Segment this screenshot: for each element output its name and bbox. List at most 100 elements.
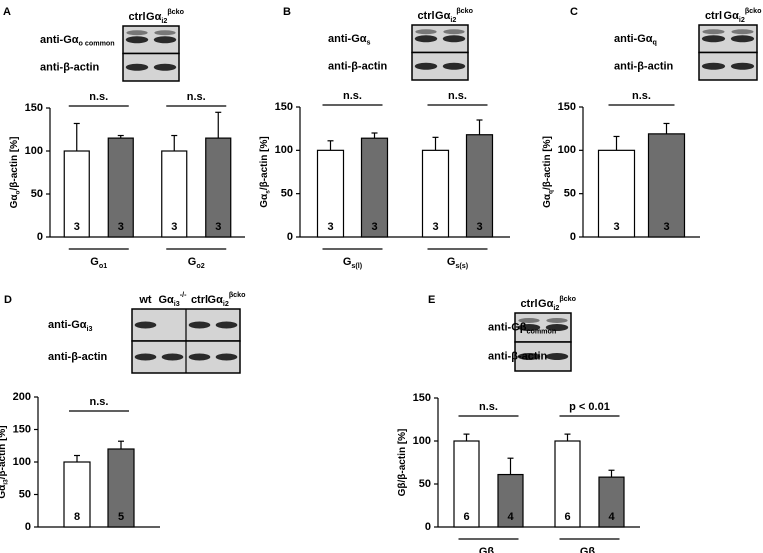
y-tick-label: 150 bbox=[558, 101, 576, 113]
group-label: Gβ1 bbox=[479, 546, 498, 553]
blot-row-label: anti-β-actin bbox=[488, 350, 548, 362]
n-label: 3 bbox=[74, 221, 80, 233]
significance-label: n.s. bbox=[89, 91, 108, 103]
blot-band bbox=[134, 321, 157, 329]
text-part: βcko bbox=[167, 8, 184, 16]
blot-row-label: anti-Gαi3 bbox=[48, 319, 93, 333]
text-part: q bbox=[653, 38, 657, 46]
text-part: ctrl bbox=[191, 294, 208, 306]
n-label: 3 bbox=[327, 221, 333, 233]
text-part: s bbox=[264, 190, 271, 194]
bar bbox=[63, 150, 90, 238]
y-axis-label: Gαo/β-actin [%] bbox=[9, 137, 22, 209]
text-part: anti-Gα bbox=[48, 319, 87, 331]
text-part: common bbox=[527, 327, 557, 335]
blot-band bbox=[125, 36, 149, 44]
group-label: Go2 bbox=[188, 256, 205, 270]
text-part: anti-Gα bbox=[328, 33, 367, 45]
blot-lane-label: Gαi2βcko bbox=[724, 7, 763, 24]
blot-band bbox=[414, 35, 438, 43]
blot-lane-label: ctrl bbox=[417, 10, 434, 22]
y-tick-label: 100 bbox=[413, 435, 431, 447]
text-part: ctrl bbox=[520, 298, 537, 310]
blot-band bbox=[215, 353, 238, 361]
bar bbox=[107, 137, 134, 238]
blot-band bbox=[730, 35, 755, 43]
text-part: βcko bbox=[559, 295, 576, 303]
group-label: Gβ2 bbox=[580, 546, 599, 553]
significance-label: n.s. bbox=[90, 396, 109, 408]
blot-lane-label: Gαi3-/- bbox=[158, 291, 187, 308]
text-part: ctrl bbox=[417, 10, 434, 22]
blot-lane-label: ctrl bbox=[705, 10, 722, 22]
panel-letter: D bbox=[4, 294, 12, 306]
blot-row-label: anti-Gαq bbox=[614, 33, 657, 47]
text-part: o common bbox=[79, 39, 115, 47]
blot-row-label: anti-Gαo common bbox=[40, 34, 115, 48]
text-part: Gα bbox=[9, 194, 20, 209]
text-part: Gα bbox=[0, 484, 8, 499]
y-tick-label: 100 bbox=[275, 144, 293, 156]
text-part: o bbox=[14, 190, 21, 194]
text-part: /β-actin [%] bbox=[0, 425, 8, 479]
blot-band bbox=[188, 321, 211, 329]
blot-lane-label: ctrl bbox=[128, 11, 145, 23]
bar bbox=[597, 149, 636, 238]
blot-band bbox=[415, 29, 437, 35]
blot-row-label: anti-β-actin bbox=[48, 351, 108, 363]
y-tick-label: 100 bbox=[558, 144, 576, 156]
text-part: s bbox=[367, 38, 371, 46]
blot-band bbox=[546, 318, 568, 323]
text-part: i2 bbox=[553, 304, 559, 312]
y-tick-label: 50 bbox=[281, 188, 293, 200]
significance-label: n.s. bbox=[343, 90, 362, 102]
bar bbox=[205, 137, 232, 238]
text-part: Gα bbox=[538, 298, 554, 310]
blot-band bbox=[701, 62, 726, 70]
text-part: i2 bbox=[739, 16, 745, 24]
n-label: 3 bbox=[432, 221, 438, 233]
text-part: anti-β-actin bbox=[328, 60, 388, 72]
n-label: 3 bbox=[118, 221, 124, 233]
blot-band bbox=[518, 318, 540, 323]
blot-band bbox=[730, 62, 755, 70]
significance-label: p < 0.01 bbox=[569, 401, 610, 413]
blot-band bbox=[188, 353, 211, 361]
text-part: Gβ bbox=[580, 546, 596, 553]
text-part: Gβ bbox=[479, 546, 495, 553]
n-label: 3 bbox=[613, 221, 619, 233]
text-part: 2 bbox=[595, 552, 599, 553]
blot-lane-label: wt bbox=[138, 294, 152, 306]
significance-label: n.s. bbox=[479, 401, 498, 413]
text-part: βcko bbox=[456, 7, 473, 15]
blot-row-label: anti-Gβcommon bbox=[488, 321, 556, 335]
bar bbox=[360, 137, 389, 238]
blot-band bbox=[161, 353, 184, 361]
blot-lane-label: Gαi2βcko bbox=[208, 291, 247, 308]
blot-lane-label: Gαi2βcko bbox=[435, 7, 474, 24]
text-part: G bbox=[343, 256, 352, 268]
blot-band bbox=[517, 324, 541, 331]
n-label: 4 bbox=[507, 511, 514, 523]
blot-lane-label: Gαi2βcko bbox=[538, 295, 577, 312]
y-tick-label: 50 bbox=[419, 478, 431, 490]
blot-band bbox=[442, 35, 466, 43]
y-tick-label: 200 bbox=[13, 391, 31, 403]
text-part: Gβ/β-actin [%] bbox=[397, 429, 408, 497]
text-part: anti-β-actin bbox=[488, 350, 548, 362]
text-part: anti-β-actin bbox=[614, 60, 674, 72]
y-tick-label: 0 bbox=[25, 521, 31, 533]
text-part: o2 bbox=[196, 262, 204, 270]
y-axis-label: Gαi3/β-actin [%] bbox=[0, 425, 9, 498]
text-part: /β-actin [%] bbox=[542, 136, 553, 190]
significance-label: n.s. bbox=[448, 90, 467, 102]
blot-lane-label: ctrl bbox=[191, 294, 208, 306]
blot-band bbox=[442, 62, 466, 70]
text-part: wt bbox=[138, 294, 152, 306]
text-part: i3 bbox=[2, 479, 9, 485]
y-axis-label: Gβ/β-actin [%] bbox=[397, 429, 408, 497]
panel-letter: E bbox=[428, 294, 435, 306]
text-part: ctrl bbox=[705, 10, 722, 22]
n-label: 6 bbox=[463, 511, 469, 523]
